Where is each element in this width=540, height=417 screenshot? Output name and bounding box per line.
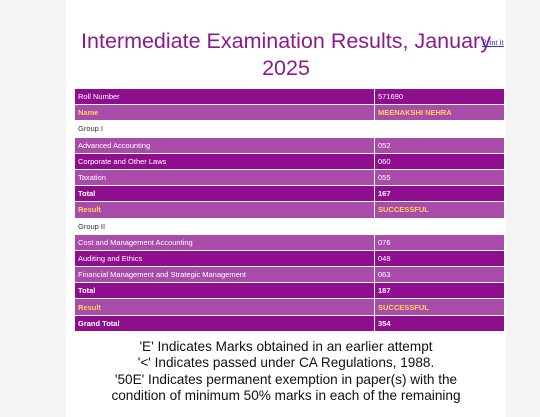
row-value: SUCCESSFUL: [374, 298, 505, 316]
table-row: Roll Number 571690: [74, 87, 505, 106]
results-page: Intermediate Examination Results, Januar…: [66, 0, 506, 417]
row-label: Roll Number: [74, 87, 375, 106]
row-label: Corporate and Other Laws: [74, 152, 375, 170]
notes: 'E' Indicates Marks obtained in an earli…: [66, 339, 506, 404]
table-row: Total 187: [74, 282, 505, 300]
row-label: Group II: [74, 217, 375, 235]
note-line: condition of minimum 50% marks in each o…: [111, 387, 461, 403]
row-value: 063: [374, 266, 505, 284]
row-label: Name: [74, 104, 375, 122]
row-value: MEENAKSHI NEHRA: [374, 104, 505, 122]
row-value: [374, 120, 505, 138]
row-value: 055: [374, 168, 505, 187]
row-label: Grand Total: [74, 314, 375, 332]
row-label: Total: [74, 282, 375, 300]
row-label: Taxation: [74, 168, 375, 187]
table-row: Financial Management and Strategic Manag…: [74, 266, 505, 284]
row-label: Cost and Management Accounting: [74, 233, 375, 251]
row-label: Financial Management and Strategic Manag…: [74, 266, 375, 284]
row-label: Auditing and Ethics: [74, 249, 375, 268]
table-row: Cost and Management Accounting 076: [74, 233, 505, 251]
row-label: Group I: [74, 120, 375, 138]
table-row: Result SUCCESSFUL: [74, 298, 505, 316]
note-line: '50E' Indicates permanent exemption in p…: [114, 371, 458, 387]
table-row: Group I: [74, 120, 505, 138]
row-value: 076: [374, 233, 505, 251]
row-value: 052: [374, 136, 505, 154]
row-value: [374, 217, 505, 235]
row-label: Total: [74, 185, 375, 203]
row-value: 187: [374, 282, 505, 300]
table-row: Grand Total 354: [74, 314, 505, 332]
table-row: Advanced Accounting 052: [74, 136, 505, 154]
note-line: 'E' Indicates Marks obtained in an earli…: [139, 339, 433, 354]
row-value: 354: [374, 314, 505, 332]
table-row: Taxation 055: [74, 168, 505, 187]
table-row: Auditing and Ethics 048: [74, 249, 505, 268]
table-row: Total 167: [74, 185, 505, 203]
results-table: Roll Number 571690 Name MEENAKSHI NEHRA Grou…: [74, 87, 505, 332]
table-row: Name MEENAKSHI NEHRA: [74, 104, 505, 122]
row-value: SUCCESSFUL: [374, 201, 505, 219]
note-line: '<' Indicates passed under CA Regulation…: [137, 355, 435, 371]
row-value: 571690: [374, 87, 505, 106]
row-label: Result: [74, 201, 375, 219]
left-gutter: [0, 0, 66, 417]
table-row: Group II: [74, 217, 505, 235]
row-label: Advanced Accounting: [74, 136, 375, 154]
right-gutter: [506, 0, 540, 417]
print-link[interactable]: Print it: [482, 38, 505, 47]
row-label: Result: [74, 298, 375, 316]
row-value: 048: [374, 249, 505, 268]
row-value: 060: [374, 152, 505, 170]
table-row: Result SUCCESSFUL: [74, 201, 505, 219]
table-row: Corporate and Other Laws 060: [74, 152, 505, 170]
page-title: Intermediate Examination Results, Januar…: [81, 29, 491, 80]
row-value: 167: [374, 185, 505, 203]
